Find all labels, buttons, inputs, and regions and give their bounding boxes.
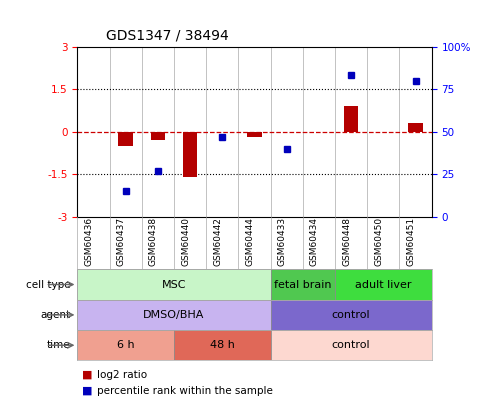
Text: adult liver: adult liver (355, 279, 412, 290)
Text: GSM60433: GSM60433 (278, 217, 287, 266)
Text: DMSO/BHA: DMSO/BHA (143, 310, 205, 320)
Text: GSM60434: GSM60434 (310, 217, 319, 266)
Bar (408, 123, 423, 132)
Text: GSM60438: GSM60438 (149, 217, 158, 266)
Text: control: control (332, 310, 370, 320)
Text: fetal brain: fetal brain (274, 279, 331, 290)
Bar (77, 269, 270, 300)
Text: GSM60450: GSM60450 (374, 217, 383, 266)
Bar (344, 106, 358, 132)
Bar (270, 269, 335, 300)
Text: GSM60436: GSM60436 (84, 217, 93, 266)
Text: 6 h: 6 h (117, 340, 134, 350)
Text: GSM60440: GSM60440 (181, 217, 190, 266)
Text: GSM60437: GSM60437 (117, 217, 126, 266)
Text: GSM60444: GSM60444 (246, 217, 254, 266)
Bar (118, 132, 133, 146)
Bar (151, 132, 165, 140)
Text: log2 ratio: log2 ratio (97, 370, 147, 379)
Text: ■: ■ (82, 386, 93, 396)
Text: GSM60448: GSM60448 (342, 217, 351, 266)
Bar (77, 330, 174, 360)
Bar (77, 300, 270, 330)
Bar (174, 330, 270, 360)
Text: GSM60451: GSM60451 (407, 217, 416, 266)
Bar (247, 132, 262, 137)
Bar (270, 330, 432, 360)
Text: 48 h: 48 h (210, 340, 235, 350)
Text: control: control (332, 340, 370, 350)
Text: time: time (46, 340, 70, 350)
Text: GDS1347 / 38494: GDS1347 / 38494 (106, 29, 229, 43)
Bar (183, 132, 197, 177)
Text: ■: ■ (82, 370, 93, 379)
Text: agent: agent (40, 310, 70, 320)
Bar (335, 269, 432, 300)
Text: GSM60442: GSM60442 (213, 217, 222, 266)
Text: percentile rank within the sample: percentile rank within the sample (97, 386, 273, 396)
Bar (270, 300, 432, 330)
Text: MSC: MSC (162, 279, 186, 290)
Text: cell type: cell type (25, 279, 70, 290)
